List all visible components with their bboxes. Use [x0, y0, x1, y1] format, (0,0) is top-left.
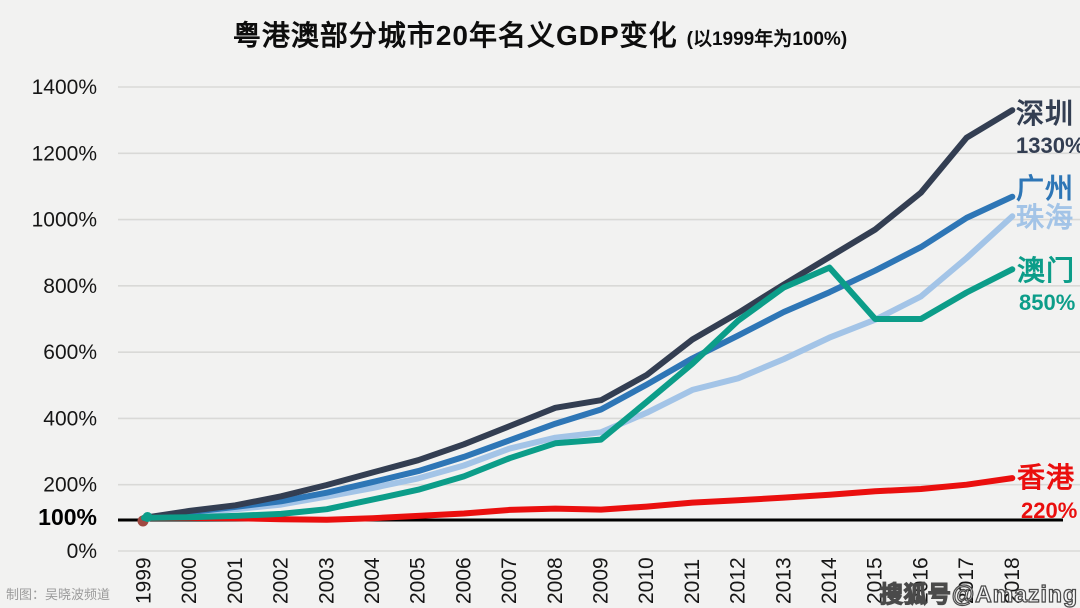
y-axis-tick-label: 0%	[67, 540, 97, 563]
y-axis-tick-label: 1400%	[32, 76, 97, 99]
chart-title-main: 粤港澳部分城市20年名义GDP变化	[232, 20, 678, 51]
y-axis-tick-label: 1200%	[32, 142, 97, 165]
x-axis-tick-label: 2002	[270, 557, 293, 604]
watermark-text: 搜狐号@Amazing	[879, 580, 1078, 607]
x-axis-tick-label: 2014	[818, 557, 841, 604]
series-value-label-macau: 850%	[1019, 290, 1076, 315]
x-axis-tick-label: 2008	[544, 557, 567, 604]
x-axis-tick-label: 2012	[727, 557, 750, 604]
x-axis-tick-label: 2013	[772, 557, 795, 604]
chart-title-suffix: (以1999年为100%)	[686, 29, 848, 50]
line-series-hongkong	[141, 475, 1016, 523]
y-axis-tick-label: 100%	[38, 504, 97, 530]
y-axis-tick-label: 1000%	[32, 209, 97, 232]
y-axis-tick-label: 800%	[43, 275, 97, 298]
chart-title: 粤港澳部分城市20年名义GDP变化 (以1999年为100%)	[0, 14, 1080, 54]
x-axis-tick-label: 2001	[224, 557, 247, 604]
x-axis-tick-label: 2016	[909, 557, 932, 604]
y-axis-tick-label: 200%	[43, 474, 97, 497]
x-axis-tick-label: 2000	[178, 557, 201, 604]
x-axis-tick-label: 2015	[864, 557, 887, 604]
series-label-macau: 澳门	[1017, 255, 1076, 286]
series-value-label-shenzhen: 1330%	[1016, 133, 1080, 158]
y-axis-tick-label: 400%	[43, 407, 97, 430]
x-axis-tick-label: 2005	[407, 557, 430, 604]
series-value-label-hongkong: 220%	[1021, 498, 1078, 523]
x-axis-tick-label: 2009	[590, 557, 613, 604]
x-axis-tick-label: 2017	[955, 557, 978, 604]
line-series-shenzhen	[141, 107, 1016, 521]
credit-text: 制图：吴晓波频道	[6, 587, 111, 602]
start-point-dot-teal	[142, 512, 153, 522]
x-axis-tick-label: 2007	[498, 557, 521, 604]
series-label-zhuhai: 珠海	[1016, 202, 1075, 233]
x-axis-tick-label: 2010	[635, 557, 658, 604]
x-axis-tick-label: 2011	[681, 559, 704, 604]
x-axis-tick-label: 2003	[315, 557, 338, 604]
series-label-shenzhen: 深圳	[1016, 98, 1075, 129]
series-label-hongkong: 香港	[1017, 462, 1076, 493]
x-axis-tick-label: 2004	[361, 557, 384, 604]
line-series-zhuhai	[141, 213, 1016, 521]
x-axis-tick-label: 2006	[452, 557, 475, 604]
y-axis-tick-label: 600%	[43, 341, 97, 364]
line-series-guangzhou	[141, 193, 1016, 521]
x-axis-tick-label: 2018	[1001, 557, 1024, 604]
line-series-macau	[141, 264, 1016, 521]
x-axis-tick-label: 1999	[133, 557, 156, 604]
series-label-guangzhou: 广州	[1016, 173, 1075, 204]
